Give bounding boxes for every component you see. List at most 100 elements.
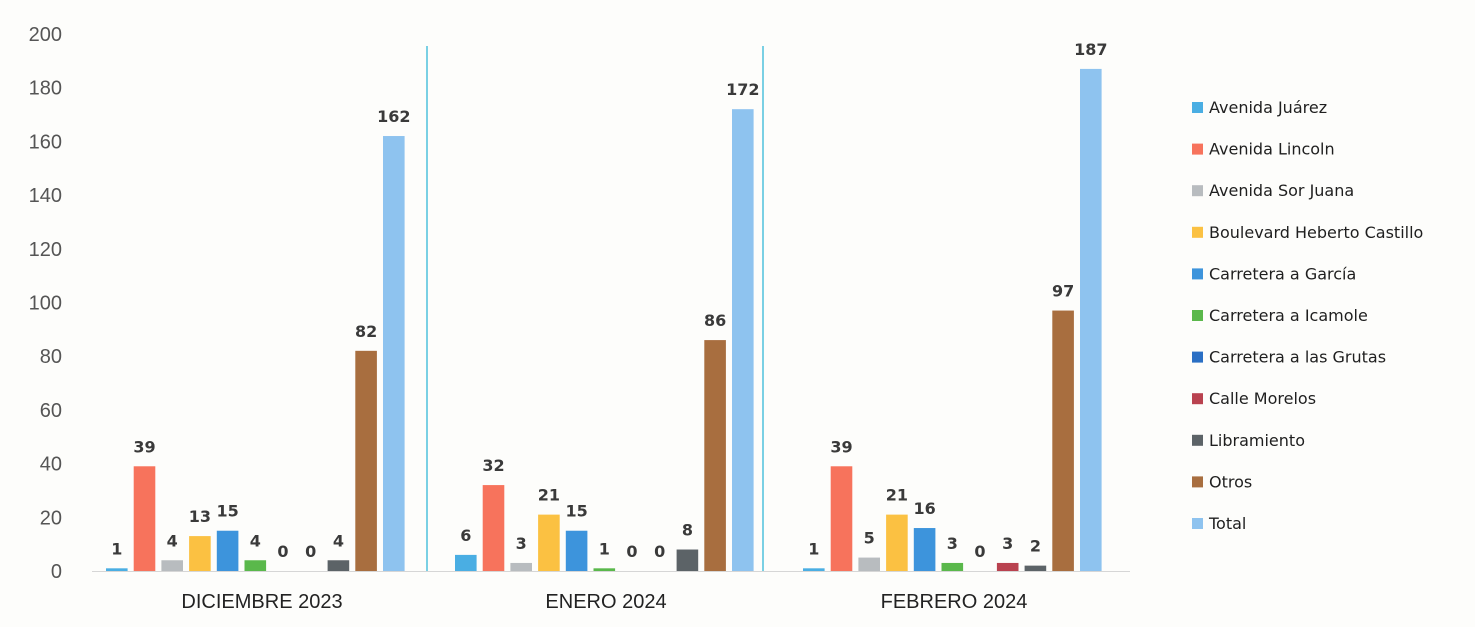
bar — [1080, 68, 1102, 571]
legend-label: Otros — [1209, 472, 1252, 491]
data-label: 187 — [1074, 40, 1107, 59]
data-label: 13 — [189, 507, 211, 526]
x-axis: DICIEMBRE 2023 ENERO 2024 FEBRERO 2024 — [92, 571, 1130, 613]
bar — [941, 562, 964, 571]
data-label: 1 — [808, 539, 819, 558]
bar — [216, 530, 239, 571]
legend-swatch — [1192, 434, 1203, 446]
y-tick-label: 200 — [29, 24, 62, 46]
data-label: 1 — [599, 539, 610, 558]
legend-item: Boulevard Heberto Castillo — [1192, 223, 1423, 242]
bar — [161, 560, 183, 571]
legend-item: Carretera a Icamole — [1192, 306, 1368, 325]
bar — [913, 528, 936, 571]
legend-swatch — [1192, 476, 1203, 488]
bar — [565, 530, 588, 571]
data-label: 97 — [1052, 282, 1074, 301]
data-label: 82 — [355, 322, 377, 341]
legend-swatch — [1192, 351, 1203, 363]
data-label: 32 — [482, 456, 504, 475]
legend-item: Carretera a García — [1192, 264, 1356, 283]
bar — [858, 557, 880, 571]
bar — [1052, 310, 1074, 571]
bar — [886, 514, 908, 571]
bar — [133, 466, 156, 571]
y-tick-label: 60 — [40, 400, 62, 422]
data-label: 0 — [277, 542, 288, 561]
legend-label: Avenida Sor Juana — [1209, 181, 1354, 200]
x-category-label: FEBRERO 2024 — [881, 591, 1028, 613]
data-label: 2 — [1030, 537, 1041, 556]
y-tick-label: 80 — [40, 346, 62, 368]
legend-label: Boulevard Heberto Castillo — [1209, 223, 1423, 242]
legend-swatch — [1192, 268, 1203, 280]
legend-item: Libramiento — [1192, 431, 1305, 450]
legend-swatch — [1192, 393, 1203, 405]
y-tick-label: 20 — [40, 507, 62, 529]
data-label: 8 — [682, 521, 693, 540]
legend-swatch — [1192, 310, 1203, 321]
x-category-label: ENERO 2024 — [545, 591, 666, 613]
y-tick-label: 100 — [29, 293, 62, 315]
y-tick-label: 120 — [29, 239, 62, 261]
data-label: 16 — [913, 499, 935, 518]
data-label: 3 — [1002, 534, 1013, 553]
legend-swatch — [1192, 226, 1203, 238]
legend-swatch — [1192, 143, 1203, 155]
bar — [593, 568, 616, 571]
bar — [106, 568, 128, 571]
y-tick-label: 40 — [40, 454, 62, 476]
legend-swatch — [1192, 102, 1203, 113]
group-separators — [426, 46, 764, 571]
data-label: 172 — [726, 80, 759, 99]
legend-item: Avenida Sor Juana — [1192, 181, 1354, 200]
bar — [482, 485, 505, 571]
data-label: 3 — [516, 534, 527, 553]
data-label: 5 — [864, 529, 875, 548]
data-label: 39 — [830, 437, 852, 456]
legend-item: Carretera a las Grutas — [1192, 348, 1386, 367]
legend-swatch — [1192, 185, 1203, 197]
bar — [704, 340, 726, 571]
data-label: 15 — [565, 502, 587, 521]
data-label: 4 — [250, 531, 261, 550]
legend-item: Avenida Juárez — [1192, 98, 1327, 117]
bar — [803, 568, 825, 571]
data-label: 1 — [111, 539, 122, 558]
x-category-label: DICIEMBRE 2023 — [181, 591, 342, 613]
data-label: 21 — [538, 486, 560, 505]
legend-label: Libramiento — [1209, 431, 1305, 450]
bar — [510, 562, 532, 571]
bar — [383, 136, 405, 571]
legend-item: Otros — [1192, 472, 1252, 491]
legend-item: Total — [1192, 514, 1246, 533]
bar — [327, 560, 350, 571]
legend-label: Avenida Juárez — [1209, 98, 1327, 117]
data-label: 0 — [626, 542, 637, 561]
data-label: 0 — [654, 542, 665, 561]
data-label: 4 — [167, 531, 178, 550]
y-axis: 0 20 40 60 80 100 120 140 160 180 200 — [29, 24, 62, 583]
legend-item: Avenida Lincoln — [1192, 140, 1335, 159]
data-label: 162 — [377, 107, 410, 126]
bar — [830, 466, 853, 571]
bar — [189, 536, 211, 571]
legend-label: Carretera a las Grutas — [1209, 348, 1386, 367]
y-tick-label: 140 — [29, 185, 62, 207]
legend-label: Total — [1208, 514, 1246, 533]
legend-item: Calle Morelos — [1192, 389, 1316, 408]
data-label: 39 — [133, 437, 155, 456]
bar — [996, 562, 1019, 571]
data-label: 6 — [460, 526, 471, 545]
bar — [455, 554, 477, 571]
data-label: 3 — [947, 534, 958, 553]
data-label: 4 — [333, 531, 344, 550]
data-label: 15 — [216, 502, 238, 521]
bar — [676, 549, 699, 571]
legend-swatch — [1192, 518, 1203, 529]
legend-label: Carretera a García — [1209, 264, 1356, 283]
